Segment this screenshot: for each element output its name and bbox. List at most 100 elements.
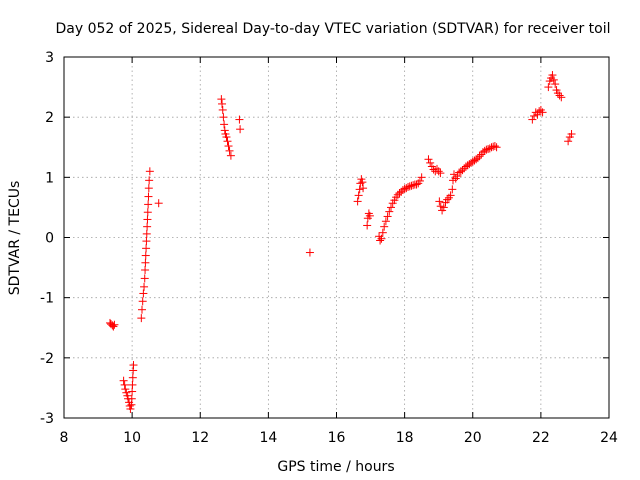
data-point <box>137 314 146 323</box>
data-point <box>139 289 148 298</box>
data-point <box>217 95 226 104</box>
data-point <box>127 394 136 403</box>
data-point <box>380 222 389 231</box>
data-point <box>353 197 362 206</box>
data-point <box>143 208 152 217</box>
x-tick-label: 24 <box>600 430 618 446</box>
data-point <box>480 146 489 155</box>
data-point <box>426 158 435 167</box>
data-point <box>446 191 455 200</box>
data-point <box>220 120 229 129</box>
data-point <box>143 222 152 231</box>
data-point <box>528 115 537 124</box>
data-point <box>475 152 484 161</box>
x-tick-label: 20 <box>464 430 482 446</box>
data-point <box>142 237 151 246</box>
data-point <box>484 145 493 154</box>
data-point <box>144 192 153 201</box>
data-point <box>140 274 149 283</box>
x-tick-label: 10 <box>123 430 141 446</box>
data-point <box>109 322 118 331</box>
plot-frame <box>63 56 610 419</box>
data-point <box>138 305 147 314</box>
data-point <box>490 142 499 151</box>
data-point <box>405 182 414 191</box>
data-point <box>535 107 544 116</box>
data-point <box>557 93 566 102</box>
data-point <box>551 80 560 89</box>
data-point <box>236 125 245 134</box>
data-point <box>225 146 234 155</box>
data-point <box>119 376 128 385</box>
data-point <box>485 144 494 153</box>
data-point <box>404 182 413 191</box>
chart-title: Day 052 of 2025, Sidereal Day-to-day VTE… <box>55 21 610 37</box>
data-point <box>549 75 558 84</box>
data-point <box>356 179 365 188</box>
data-point <box>398 185 407 194</box>
data-point <box>121 385 130 394</box>
data-point <box>381 217 390 226</box>
data-point <box>387 203 395 212</box>
data-point <box>555 91 564 100</box>
data-point <box>564 137 573 146</box>
data-point <box>377 234 386 243</box>
data-point <box>143 215 152 224</box>
data-point <box>407 181 416 190</box>
data-point <box>530 111 539 120</box>
data-point <box>383 212 392 221</box>
x-tick-label: 14 <box>259 430 277 446</box>
data-point <box>448 185 457 194</box>
data-point <box>443 195 452 204</box>
data-point <box>218 105 227 114</box>
data-point <box>429 165 438 174</box>
data-point <box>223 137 232 146</box>
data-point <box>235 115 244 124</box>
y-tick-label: 1 <box>45 170 54 186</box>
data-point <box>154 199 163 208</box>
data-point <box>412 180 421 189</box>
data-point <box>128 380 137 389</box>
data-point <box>402 184 411 193</box>
x-tick-label: 16 <box>328 430 346 446</box>
data-point <box>544 83 553 92</box>
data-point <box>434 167 443 176</box>
data-point <box>144 184 153 193</box>
data-point <box>363 221 372 230</box>
data-point <box>489 142 498 151</box>
x-tick-label: 18 <box>396 430 414 446</box>
data-point <box>365 211 374 220</box>
data-point <box>415 176 424 185</box>
data-point <box>417 173 426 182</box>
x-axis-title: GPS time / hours <box>277 459 394 475</box>
data-point <box>226 151 235 160</box>
data-point <box>141 258 150 267</box>
data-point <box>142 229 151 238</box>
y-tick-label: -2 <box>40 351 54 367</box>
y-tick-label: 3 <box>45 50 54 66</box>
data-points <box>105 71 576 413</box>
data-point <box>142 244 151 253</box>
data-point <box>538 108 547 117</box>
data-point <box>141 265 150 274</box>
data-point <box>354 191 363 200</box>
data-point <box>492 143 501 152</box>
data-point <box>435 197 444 206</box>
data-point <box>439 203 448 212</box>
data-point <box>453 172 462 181</box>
data-point <box>355 185 364 194</box>
data-point <box>548 71 557 80</box>
data-point <box>145 176 154 185</box>
data-point <box>359 184 368 193</box>
data-point <box>222 133 231 142</box>
data-point <box>138 297 147 306</box>
x-tick-label: 8 <box>60 430 69 446</box>
data-point <box>450 170 459 179</box>
data-point <box>110 320 119 329</box>
data-point <box>120 380 129 389</box>
data-point <box>436 169 445 178</box>
data-point <box>567 130 576 139</box>
data-point <box>129 361 138 370</box>
data-point <box>144 200 153 209</box>
